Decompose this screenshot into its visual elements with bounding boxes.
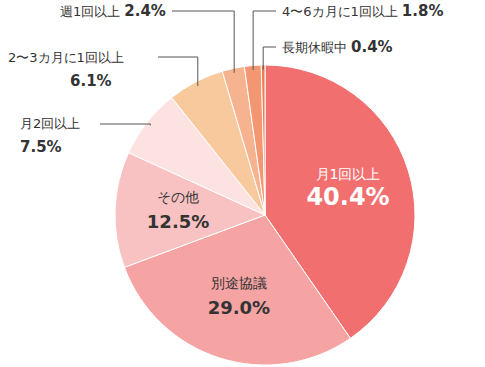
svg-text:月2回以上: 月2回以上 <box>20 116 80 131</box>
svg-text:7.5%: 7.5% <box>20 138 62 156</box>
svg-text:長期休暇中0.4%: 長期休暇中0.4% <box>282 38 393 56</box>
svg-text:月1回以上: 月1回以上 <box>316 166 381 182</box>
svg-text:40.4%: 40.4% <box>306 183 389 211</box>
svg-text:週1回以上2.4%: 週1回以上2.4% <box>60 2 166 20</box>
svg-text:12.5%: 12.5% <box>147 211 209 232</box>
svg-text:4〜6カ月に1回以上1.8%: 4〜6カ月に1回以上1.8% <box>282 2 443 20</box>
svg-text:29.0%: 29.0% <box>208 297 270 318</box>
svg-text:別途協議: 別途協議 <box>211 275 267 291</box>
svg-text:6.1%: 6.1% <box>70 72 112 90</box>
svg-text:その他: その他 <box>157 189 199 205</box>
svg-text:2〜3カ月に1回以上: 2〜3カ月に1回以上 <box>8 50 124 65</box>
